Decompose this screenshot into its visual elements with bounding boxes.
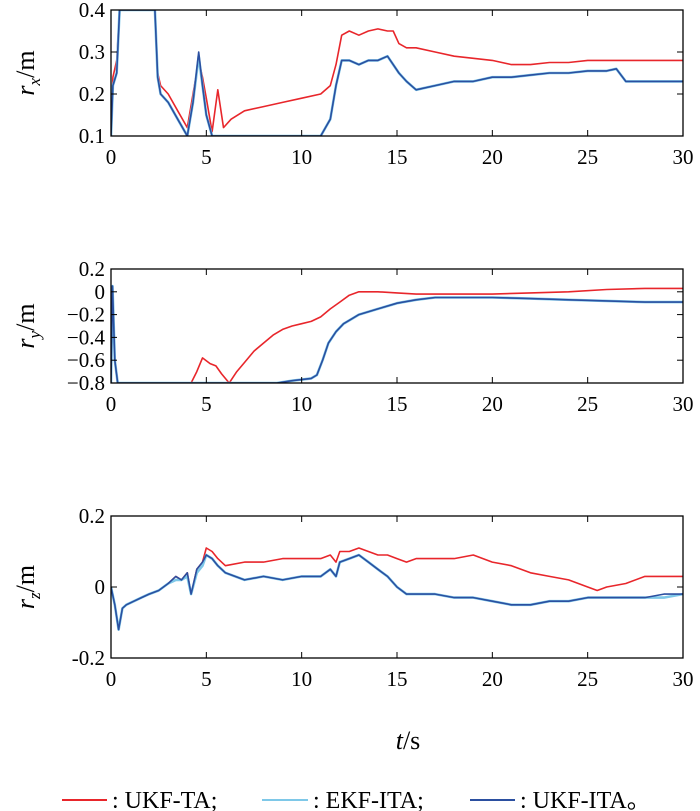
x-axis-var: t: [396, 726, 404, 755]
plot-frame: [110, 268, 684, 384]
y-axis-subscript: z: [25, 592, 44, 600]
legend-label-ukf-ita: : UKF-ITA。: [520, 788, 651, 811]
series-line-ukf-ta: [111, 10, 683, 136]
x-tick-label: 20: [482, 392, 503, 416]
x-tick-label: 15: [387, 392, 408, 416]
x-tick-label: 25: [577, 392, 598, 416]
y-tick-label: 0.2: [79, 257, 105, 281]
y-axis-var: r: [11, 338, 40, 349]
series-line-ukf-ita: [111, 554, 683, 631]
x-tick-label: 5: [201, 667, 212, 691]
y-axis-label: ry/m: [11, 303, 44, 348]
y-tick-label: 0.2: [79, 82, 105, 106]
y-axis-subscript: x: [25, 77, 44, 86]
x-tick-label: 0: [106, 145, 117, 169]
panel-x: 0 5 10 15 20 25 30 0.1 0.2 0.3 0.4 rx/m: [11, 0, 694, 169]
panel-z: 0 5 10 15 20 25 300.20-0.2rz/m: [11, 504, 694, 691]
x-axis-unit: /s: [403, 726, 420, 755]
series-group: [111, 284, 683, 383]
y-axis-var: r: [11, 598, 40, 609]
y-axis-subscript: y: [25, 330, 44, 340]
y-tick-label: −0.6: [67, 348, 105, 372]
y-axis-unit: /m: [11, 50, 40, 77]
y-axis-label: rz/m: [11, 565, 44, 609]
y-tick-label: 0: [95, 575, 106, 599]
legend-label-ekf-ita: : EKF-ITA;: [313, 788, 424, 811]
x-tick-label: 10: [291, 392, 312, 416]
series-line-ukf-ita: [111, 285, 683, 383]
series-line-ukf-ta: [111, 547, 683, 631]
series-line-ekf-ita: [111, 553, 683, 631]
x-tick-label: 0: [106, 667, 117, 691]
y-axis-var: r: [11, 85, 40, 96]
y-tick-label: −0.8: [67, 371, 105, 395]
y-tick-label: −0.4: [67, 325, 106, 349]
x-tick-label: 30: [673, 392, 694, 416]
series-line-ukf-ita: [111, 10, 683, 136]
x-tick-label: 5: [201, 145, 212, 169]
x-axis-label: t/s: [396, 726, 421, 755]
panel-y: 0 5 10 15 20 25 300.20−0.2−0.4−0.6−0.8ry/m: [11, 257, 694, 416]
x-tick-label: 10: [291, 145, 312, 169]
x-tick-label: 25: [577, 667, 598, 691]
x-tick-label: 30: [673, 145, 694, 169]
y-tick-label: 0.4: [79, 0, 106, 22]
x-tick-label: 20: [482, 667, 503, 691]
series-group: [111, 547, 683, 631]
x-tick-label: 15: [387, 145, 408, 169]
x-tick-label: 5: [201, 392, 212, 416]
series-line-ukf-ta: [111, 285, 683, 383]
y-tick-label: 0.1: [79, 124, 105, 148]
x-tick-label: 10: [291, 667, 312, 691]
legend: : UKF-TA; : EKF-ITA; : UKF-ITA。: [62, 788, 651, 811]
y-tick-label: −0.2: [67, 303, 105, 327]
x-tick-label: 30: [673, 667, 694, 691]
x-tick-label: 0: [106, 392, 117, 416]
y-tick-label: 0.3: [79, 40, 105, 64]
y-tick-label: -0.2: [72, 646, 105, 670]
series-group: [111, 10, 683, 136]
x-tick-label: 20: [482, 145, 503, 169]
y-axis-unit: /m: [11, 565, 40, 592]
y-axis-unit: /m: [11, 303, 40, 330]
y-axis-label: rx/m: [11, 50, 44, 95]
y-tick-label: 0.2: [79, 504, 105, 528]
x-tick-label: 15: [387, 667, 408, 691]
x-tick-label: 25: [577, 145, 598, 169]
legend-label-ukf-ta: : UKF-TA;: [112, 788, 217, 811]
y-tick-label: 0: [95, 280, 106, 304]
